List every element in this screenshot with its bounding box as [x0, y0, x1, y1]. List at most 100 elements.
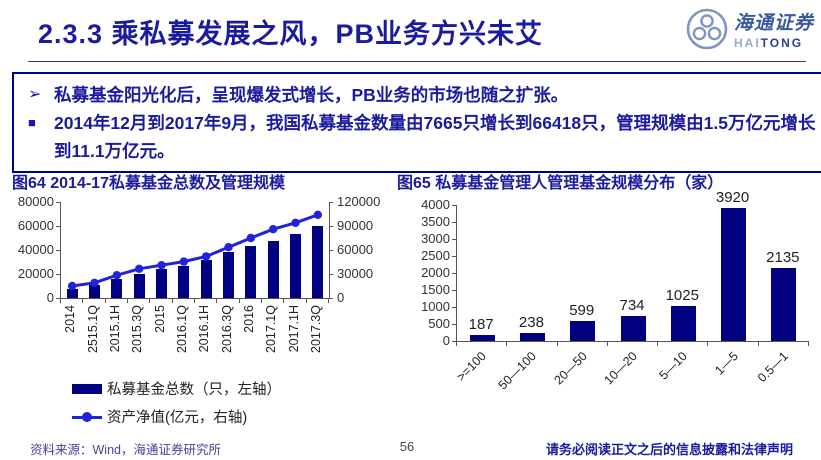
bar [519, 332, 545, 341]
tick-mark [60, 299, 61, 303]
line-point [246, 233, 256, 243]
y-axis-tick-label: 20000 [17, 266, 54, 281]
tick-mark [452, 307, 456, 308]
bullet-text: 2014年12月到2017年9月，我国私募基金数量由7665只增长到66418只… [54, 113, 816, 161]
logo-text: 海通证券 HAITONG [734, 8, 814, 50]
tick-mark [452, 256, 456, 257]
bar-value-label: 1025 [665, 287, 699, 305]
bar [223, 251, 234, 298]
bar [156, 268, 167, 298]
tick-mark [261, 299, 262, 303]
bar [721, 207, 747, 341]
bar-value-label: 238 [518, 313, 544, 331]
bar [670, 306, 696, 341]
tick-mark [452, 290, 456, 291]
bar [570, 320, 596, 341]
x-axis-tick-label: 2016.1H [197, 305, 212, 353]
line-point [201, 252, 211, 261]
x-axis-tick-label: 2016 [241, 305, 256, 333]
y-axis-tick-label: 1000 [421, 299, 450, 314]
bar [620, 316, 646, 341]
bar [200, 260, 212, 298]
tick-mark [452, 341, 456, 342]
bar-value-label: 2135 [766, 249, 800, 267]
logo-latin-text: HAITONG [734, 36, 814, 50]
y-axis-tick-label: 2500 [421, 248, 450, 263]
haitong-logo: 海通证券 HAITONG [686, 8, 814, 50]
tick-mark [56, 202, 60, 203]
line-point [313, 210, 323, 219]
x-axis-tick-label: 2017.1H [286, 305, 301, 353]
bar [312, 226, 324, 298]
tick-mark [238, 299, 240, 303]
bar [89, 285, 100, 298]
tick-mark [329, 202, 333, 203]
bar-value-label: 187 [468, 315, 494, 333]
bar [469, 334, 495, 341]
line-point [291, 218, 300, 227]
plot-area [60, 202, 330, 299]
line-point [90, 278, 99, 287]
tick-mark [657, 342, 659, 346]
y-axis-tick-label: 80000 [17, 194, 54, 209]
y-axis-tick-label: 0 [337, 290, 345, 305]
line-point [268, 225, 278, 234]
tick-mark [556, 342, 558, 346]
line-point [112, 271, 122, 280]
bar [111, 279, 123, 298]
bar [133, 274, 145, 298]
tick-mark [452, 205, 456, 206]
x-axis-tick-label: 2016.1Q [174, 305, 189, 353]
y-axis-tick-label: 120000 [337, 194, 381, 209]
square-bullet-icon: ■ [28, 115, 36, 130]
y-axis-tick-label: 0 [442, 333, 450, 348]
header-divider [28, 61, 806, 62]
y-axis-tick-label: 60000 [337, 242, 374, 257]
arrow-bullet-icon: ➢ [28, 86, 42, 103]
x-axis-tick-label: 2015 [152, 305, 167, 333]
tick-mark [56, 250, 60, 251]
bullet-item: ➢ 私募基金阳光化后，呈现爆发式增长，PB业务的市场也随之扩张。 [28, 81, 821, 109]
tick-mark [283, 299, 285, 303]
chart65-caption: 图65 私募基金管理人管理基金规模分布（家） [397, 175, 724, 192]
bar [178, 265, 190, 298]
tick-mark [452, 273, 456, 274]
y-axis-tick-label: 2000 [421, 265, 450, 280]
y-axis-tick-label: 60000 [17, 218, 54, 233]
x-axis-tick-label: 2017.3Q [308, 305, 323, 353]
bar-value-label: 3920 [715, 188, 750, 206]
tick-mark [606, 342, 608, 346]
logo-hai: HAI [734, 36, 761, 50]
tick-mark [452, 222, 456, 223]
bar [290, 234, 301, 298]
logo-tong: TONG [760, 36, 804, 50]
legend-label: 私募基金总数（只，左轴） [107, 382, 281, 398]
tick-mark [329, 250, 333, 251]
bullet-item: ■ 2014年12月到2017年9月，我国私募基金数量由7665只增长到6641… [28, 109, 821, 165]
bar [267, 241, 279, 298]
haitong-logo-icon [686, 8, 728, 50]
y-axis-tick-label: 500 [428, 316, 450, 331]
tick-mark [305, 299, 307, 303]
x-axis-tick-label: 2016.3Q [219, 305, 234, 353]
tick-mark [56, 298, 60, 299]
bar [66, 288, 78, 298]
tick-mark [329, 274, 333, 275]
legend-label: 资产净值(亿元，右轴) [107, 410, 248, 426]
disclaimer: 请务必阅读正文之后的信息披露和法律声明 [545, 442, 793, 457]
tick-mark [56, 274, 60, 275]
x-axis-tick-label: 2014 [63, 305, 78, 333]
tick-mark [808, 342, 809, 346]
tick-mark [149, 299, 151, 303]
tick-mark [707, 342, 709, 346]
bar-value-label: 599 [569, 301, 595, 319]
y-axis-tick-label: 3500 [421, 214, 450, 229]
legend-line-swatch [72, 411, 102, 422]
tick-mark [194, 299, 195, 303]
bar-value-label: 734 [619, 297, 645, 315]
y-axis-tick-label: 30000 [337, 266, 374, 281]
logo-cn-text: 海通证券 [734, 13, 815, 34]
tick-mark [757, 342, 759, 346]
tick-mark [456, 342, 457, 346]
